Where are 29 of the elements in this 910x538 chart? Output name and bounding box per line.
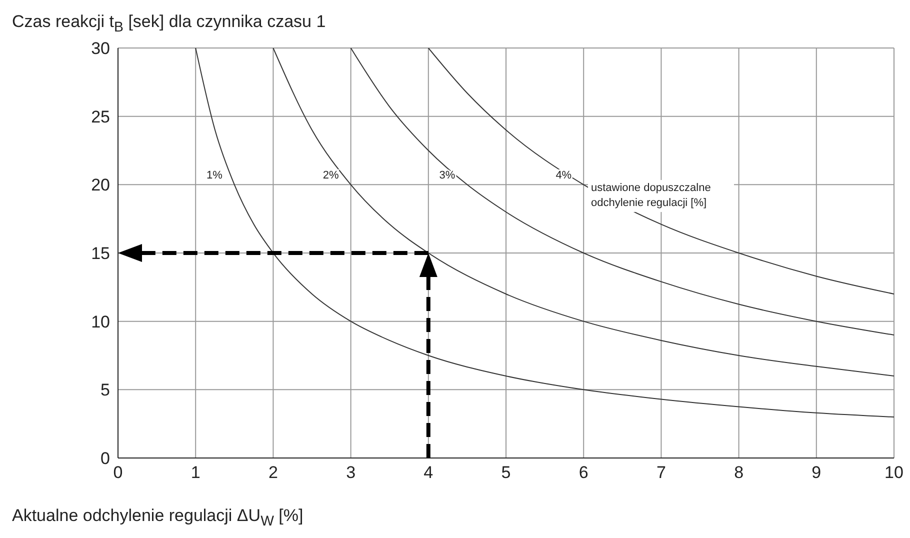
series-label: 2% bbox=[322, 170, 340, 182]
x-tick-label: 7 bbox=[656, 463, 666, 482]
line-series bbox=[272, 48, 894, 376]
y-tick-label: 5 bbox=[100, 380, 110, 400]
x-tick-label: 2 bbox=[268, 463, 278, 482]
x-tick-label: 1 bbox=[190, 463, 200, 482]
x-tick-label: 0 bbox=[113, 463, 123, 482]
y-tick-label: 30 bbox=[91, 39, 110, 58]
line-series bbox=[350, 48, 894, 336]
x-tick-label: 3 bbox=[346, 463, 356, 482]
x-tick-label: 5 bbox=[501, 463, 511, 482]
y-tick-label: 25 bbox=[91, 107, 110, 126]
x-tick-label: 9 bbox=[812, 463, 822, 482]
y-tick-label: 10 bbox=[91, 312, 110, 332]
x-tick-label: 6 bbox=[578, 463, 588, 482]
x-axis-title: Aktualne odchylenie regulacji ΔU$_{W}$ [%] bbox=[12, 506, 304, 530]
line-series bbox=[428, 48, 894, 294]
series-label: 3% bbox=[439, 170, 456, 182]
x-tick-label: 10 bbox=[884, 463, 904, 482]
line-series bbox=[195, 48, 894, 418]
x-tick-label: 4 bbox=[424, 463, 434, 482]
series-label: 1% bbox=[206, 170, 223, 182]
y-axis-title: Czas reakcji t$_{B}$ [sek] dla czynnika czasu 1 bbox=[12, 12, 326, 36]
y-tick-label: 15 bbox=[91, 244, 110, 264]
y-tick-label: 0 bbox=[100, 449, 110, 468]
series-label: 4% bbox=[556, 170, 572, 182]
annotation: ustawione dopuszczalne odchylenie regulacji [%] bbox=[588, 180, 734, 212]
x-tick-label: 8 bbox=[734, 463, 744, 482]
y-tick-label: 20 bbox=[91, 176, 110, 195]
